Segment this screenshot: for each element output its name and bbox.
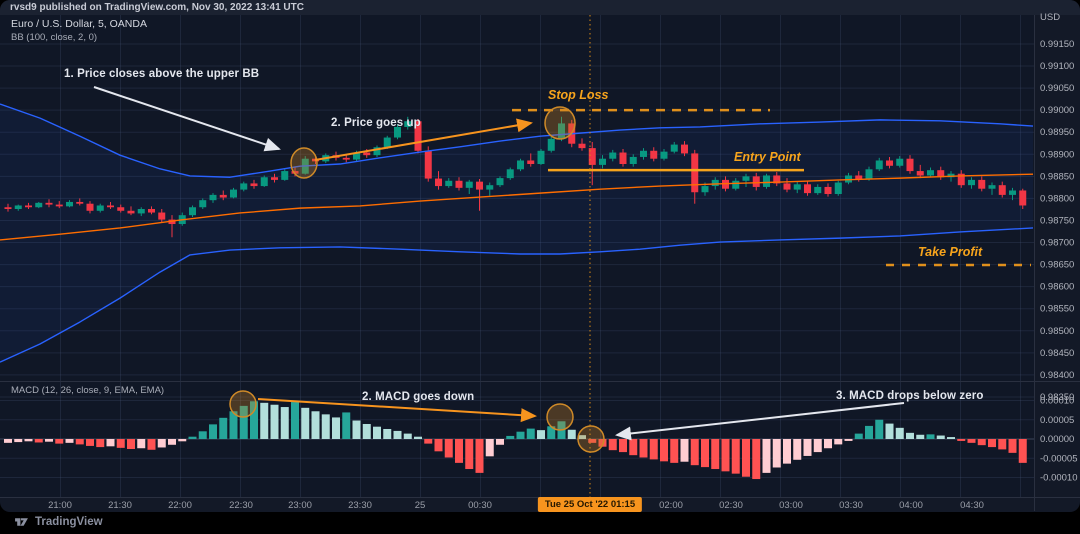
time-tick-label: 21:00 — [48, 500, 72, 511]
price-pane — [0, 86, 1034, 363]
crosshair-time-badge: Tue 25 Oct '22 01:15 — [537, 497, 643, 512]
tradingview-footer[interactable]: TradingView — [14, 514, 103, 529]
bb-line — [0, 227, 1034, 363]
price-tick-label: 0.98700 — [1040, 238, 1074, 249]
tradingview-logo-icon — [15, 518, 28, 526]
macd-pane — [0, 390, 1034, 480]
highlight-circle-macd-below-zero — [577, 425, 605, 453]
entry-point-label: Entry Point — [734, 150, 801, 164]
publish-info-text: rvsd9 published on TradingView.com, Nov … — [10, 2, 304, 13]
chart-card: rvsd9 published on TradingView.com, Nov … — [0, 0, 1080, 512]
price-tick-label: 0.98800 — [1040, 193, 1074, 204]
macd-tick-label: 0.00010 — [1040, 396, 1074, 407]
price-tick-label: 0.98650 — [1040, 260, 1074, 271]
time-tick-label: 00:30 — [468, 500, 492, 511]
time-tick-label: 02:30 — [719, 500, 743, 511]
time-tick-label: 21:30 — [108, 500, 132, 511]
tradingview-brand-text: TradingView — [35, 515, 103, 528]
price-tick-label: 0.99150 — [1040, 39, 1074, 50]
time-tick-label: 03:00 — [779, 500, 803, 511]
price-tick-label: 0.98950 — [1040, 127, 1074, 138]
price-tick-label: 0.99000 — [1040, 105, 1074, 116]
price-tick-label: 0.99050 — [1040, 83, 1074, 94]
price-tick-label: 0.98500 — [1040, 326, 1074, 337]
orange-arrow-price-goes-up — [314, 118, 533, 161]
macd-tick-label: 0.00000 — [1040, 434, 1074, 445]
highlight-circle-macd-peak — [229, 390, 257, 418]
price-tick-label: 0.98550 — [1040, 304, 1074, 315]
price-tick-label: 0.98900 — [1040, 149, 1074, 160]
macd-tick-label: -0.00005 — [1040, 453, 1078, 464]
time-tick-label: 02:00 — [659, 500, 683, 511]
price-tick-label: 0.98450 — [1040, 348, 1074, 359]
price-tick-label: 0.98600 — [1040, 282, 1074, 293]
stop-loss-label: Stop Loss — [548, 88, 609, 102]
annotation-price-goes-up: 2. Price goes up — [331, 117, 421, 129]
white-arrow-macd-below-zero — [615, 402, 905, 441]
bb-line — [0, 173, 1034, 241]
time-tick-label: 23:00 — [288, 500, 312, 511]
time-tick-label: 04:00 — [899, 500, 923, 511]
white-arrow-note1 — [93, 86, 281, 152]
time-tick-label: 23:30 — [348, 500, 372, 511]
macd-tick-label: -0.00010 — [1040, 473, 1078, 484]
macd-histogram — [4, 401, 1027, 480]
annotation-price-closes-above-bb: 1. Price closes above the upper BB — [64, 68, 260, 80]
time-tick-label: 22:30 — [229, 500, 253, 511]
price-tick-label: 0.99100 — [1040, 61, 1074, 72]
bb-line — [0, 103, 1034, 178]
bb-indicator-title[interactable]: BB (100, close, 2, 0) — [11, 32, 98, 43]
highlight-circle-bb-breakout — [290, 147, 318, 179]
macd-indicator-title[interactable]: MACD (12, 26, close, 9, EMA, EMA) — [11, 385, 165, 396]
axis-labels: 0.99150 0.99100 0.99050 0.99000 0.98950 0.989… — [48, 39, 1077, 511]
publish-info-bar: rvsd9 published on TradingView.com, Nov … — [0, 0, 1080, 15]
currency-label: USD — [1040, 12, 1061, 23]
highlight-circle-macd-lower-high — [546, 403, 574, 431]
take-profit-label: Take Profit — [918, 245, 983, 259]
time-tick-label: 25 — [415, 500, 426, 511]
plot-background — [0, 15, 1034, 497]
orange-arrow-macd-goes-down — [257, 398, 537, 423]
chart-canvas[interactable]: 0.99150 0.99100 0.99050 0.99000 0.98950 0.989… — [0, 0, 1080, 512]
bb-band-fill — [0, 104, 1033, 363]
price-tick-label: 0.98350 — [1040, 392, 1074, 403]
time-tick-label: 03:30 — [839, 500, 863, 511]
annotation-macd-goes-down: 2. MACD goes down — [362, 391, 475, 403]
highlight-circle-stop-loss-candle — [544, 106, 576, 140]
time-tick-label: 04:30 — [960, 500, 984, 511]
price-tick-label: 0.98400 — [1040, 370, 1074, 381]
symbol-title[interactable]: Euro / U.S. Dollar, 5, OANDA — [11, 18, 147, 30]
macd-tick-label: 0.00005 — [1040, 415, 1074, 426]
time-tick-label: 22:00 — [168, 500, 192, 511]
price-tick-label: 0.98850 — [1040, 171, 1074, 182]
annotation-macd-drops-below-zero: 3. MACD drops below zero — [836, 390, 984, 402]
price-tick-label: 0.98750 — [1040, 215, 1074, 226]
